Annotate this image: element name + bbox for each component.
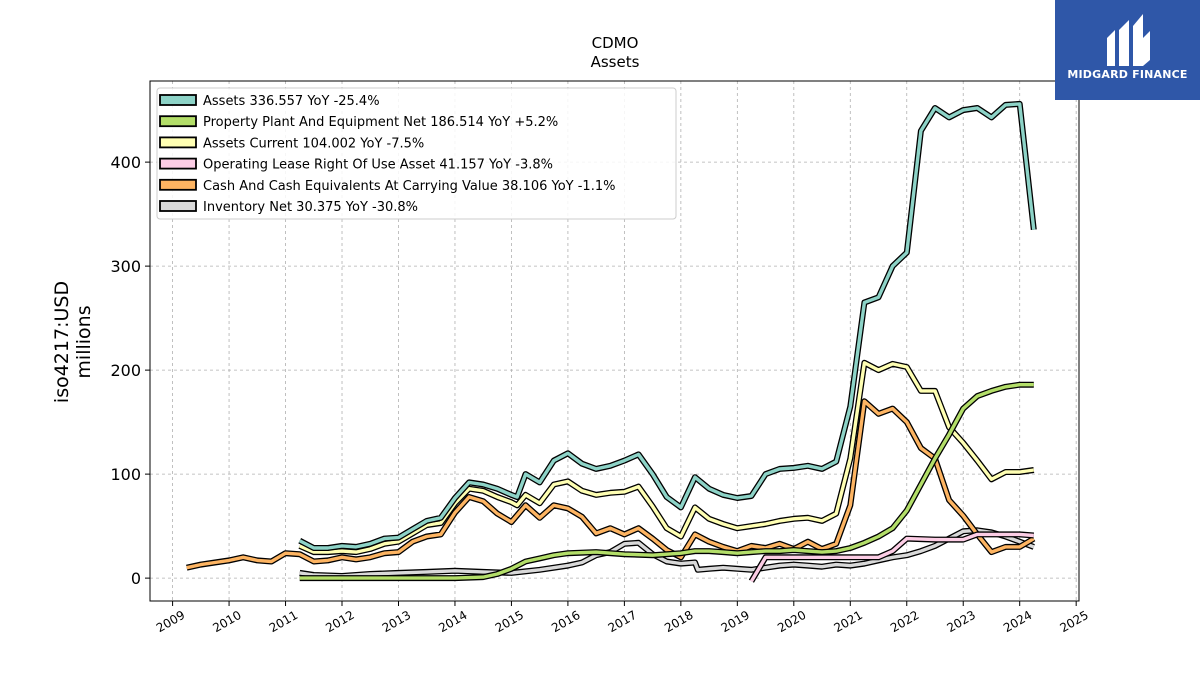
series-line — [299, 361, 1035, 554]
legend-swatch — [159, 136, 197, 149]
chart-subtitle: Assets — [591, 53, 640, 71]
x-tick-label: 2018 — [662, 608, 695, 635]
y-axis-label-line1: iso4217:USD — [51, 281, 73, 403]
legend-swatch — [159, 94, 197, 106]
brand-logo: MIDGARD FINANCE — [1055, 0, 1200, 100]
series-line — [298, 102, 1036, 550]
x-tick-label: 2012 — [323, 608, 356, 635]
series-line — [299, 383, 1034, 580]
x-tick-label: 2014 — [436, 608, 469, 635]
legend-swatch — [159, 178, 197, 191]
legend-label: Assets 336.557 YoY -25.4% — [203, 94, 380, 109]
x-tick-label: 2013 — [380, 608, 413, 635]
series-property-plant-and-equipment-net — [299, 381, 1034, 582]
legend-swatch — [159, 200, 197, 212]
legend-box — [156, 87, 677, 220]
x-tick-label: 2019 — [719, 608, 752, 635]
x-tick-label: 2015 — [493, 608, 526, 635]
series-operating-lease-right-of-use-asset — [748, 531, 1035, 583]
x-tick-label: 2024 — [1001, 608, 1034, 635]
y-tick-label: 100 — [110, 465, 141, 484]
y-tick-label: 400 — [110, 153, 141, 172]
legend-label: Operating Lease Right Of Use Asset 41.15… — [203, 158, 553, 173]
x-tick-label: 2022 — [888, 608, 921, 635]
y-tick-label: 0 — [131, 569, 141, 588]
legend-swatch — [159, 115, 197, 128]
x-tick-label: 2023 — [945, 608, 978, 635]
series-assets — [298, 100, 1037, 551]
x-tick-label: 2010 — [210, 608, 243, 635]
brand-name: MIDGARD FINANCE — [1067, 68, 1188, 81]
brand-mark-icon — [1107, 14, 1150, 66]
y-axis-label: iso4217:USD millions — [51, 281, 95, 403]
series-lines — [186, 100, 1037, 583]
x-tick-label: 2025 — [1057, 608, 1090, 635]
x-tick-label: 2020 — [775, 608, 808, 635]
x-tick-label: 2017 — [606, 608, 639, 635]
x-tick-label: 2021 — [832, 608, 865, 635]
series-line — [749, 532, 1034, 583]
x-tick-label: 2009 — [154, 608, 187, 635]
legend: Assets 336.557 YoY -25.4% Property Plant … — [156, 87, 677, 220]
legend-label: Cash And Cash Equivalents At Carrying Va… — [203, 179, 615, 194]
x-tick-label: 2016 — [549, 608, 582, 635]
legend-label: Property Plant And Equipment Net 186.514… — [203, 115, 558, 130]
chart-title: CDMO — [592, 34, 639, 52]
series-cash-and-cash-equivalents-at-carrying-value — [186, 398, 1036, 571]
legend-label: Assets Current 104.002 YoY -7.5% — [203, 136, 424, 151]
legend-label: Inventory Net 30.375 YoY -30.8% — [203, 200, 418, 215]
legend-swatch — [159, 157, 197, 170]
y-axis-label-line2: millions — [73, 305, 95, 378]
plot-frame — [149, 80, 1080, 602]
y-tick-label: 300 — [110, 257, 141, 276]
series-line — [186, 399, 1035, 570]
y-tick-label: 200 — [110, 361, 141, 380]
series-assets-current — [298, 359, 1035, 556]
x-tick-label: 2011 — [267, 608, 300, 635]
